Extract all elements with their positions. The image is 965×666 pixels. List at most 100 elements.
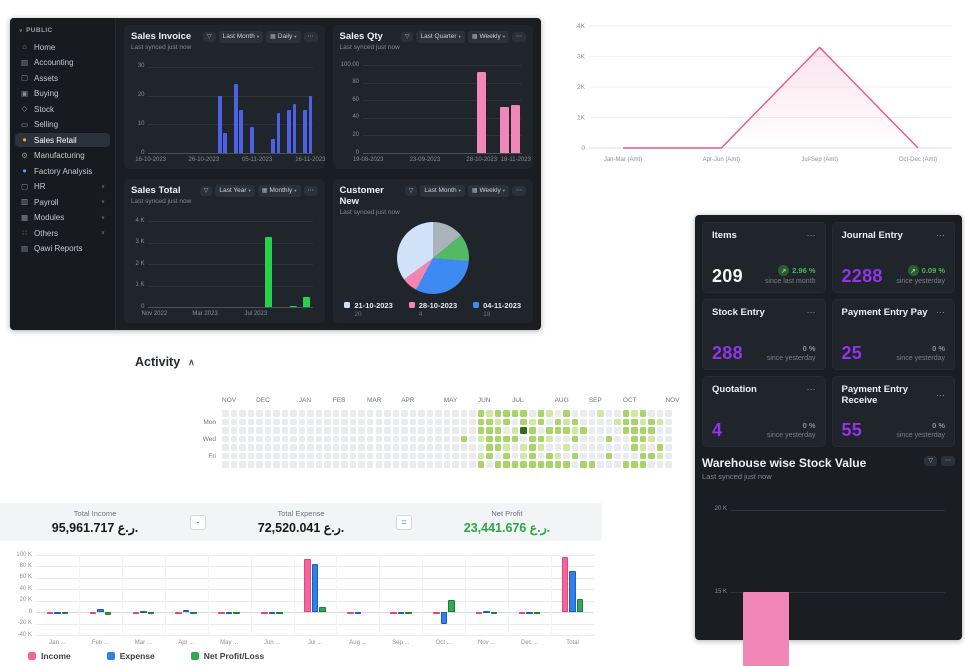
range-filter-button[interactable]: Last Month ▾ xyxy=(420,185,465,197)
frequency-filter-button[interactable]: ▦ Weekly ▾ xyxy=(467,31,509,43)
sidebar-item-others[interactable]: ∷ Others ∨ xyxy=(15,226,110,240)
heatmap-cell xyxy=(222,452,229,460)
sidebar-item-factory-analysis[interactable]: ● Factory Analysis xyxy=(15,164,110,178)
erp-dashboard-panel: ∨ PUBLIC ⌂ Home ▤ Accounting ▢ Assets ▣ Buying ◇… xyxy=(10,18,541,330)
heatmap-cell xyxy=(273,452,280,460)
sidebar-item-qawi-reports[interactable]: ▤ Qawi Reports xyxy=(15,242,110,256)
frequency-filter-button[interactable]: ▦ Weekly ▾ xyxy=(467,185,509,197)
filter-funnel-button[interactable]: ▽ xyxy=(924,456,937,466)
frequency-filter-label: Weekly xyxy=(479,187,501,194)
sidebar-item-payroll[interactable]: ▥ Payroll ∨ xyxy=(15,195,110,209)
heatmap-cell xyxy=(537,444,545,451)
card-menu-button[interactable]: ⋯ xyxy=(936,230,945,240)
heatmap-cell xyxy=(392,452,400,460)
x-axis-tick-label: Oct ... xyxy=(435,640,452,646)
ellipsis-icon: ⋯ xyxy=(516,33,522,40)
heatmap-cell xyxy=(631,427,638,434)
chevron-up-icon[interactable]: ∧ xyxy=(188,356,195,367)
sidebar-item-manufacturing[interactable]: ⚙ Manufacturing xyxy=(15,149,110,163)
sidebar-item-assets[interactable]: ▢ Assets xyxy=(15,71,110,85)
sidebar-item-label: Sales Retail xyxy=(34,135,77,145)
sidebar-item-hr[interactable]: ▢ HR ∨ xyxy=(15,180,110,194)
sales-retail-icon: ● xyxy=(22,135,27,145)
range-filter-button[interactable]: Last Quarter ▾ xyxy=(416,31,465,43)
filter-funnel-button[interactable]: ▽ xyxy=(400,31,414,42)
bar xyxy=(265,237,273,307)
card-menu-button[interactable]: ⋯ xyxy=(303,31,318,42)
sidebar-group-public[interactable]: ∨ PUBLIC xyxy=(15,25,110,40)
minus-operator-button[interactable]: - xyxy=(190,514,206,530)
heatmap-cell xyxy=(443,418,451,426)
card-menu-button[interactable]: ⋯ xyxy=(936,389,945,400)
warehouse-stock-section: Warehouse wise Stock Value Last synced j… xyxy=(702,456,955,666)
card-menu-button[interactable]: ⋯ xyxy=(512,31,526,42)
sidebar-item-accounting[interactable]: ▤ Accounting xyxy=(15,56,110,70)
heatmap-cell xyxy=(418,461,425,468)
chevron-down-icon: ▾ xyxy=(294,188,297,194)
heatmap-cell xyxy=(256,410,263,417)
heatmap-cell xyxy=(443,444,451,451)
sidebar-item-sales-retail[interactable]: ● Sales Retail xyxy=(15,133,110,147)
y-axis-tick-label: 0 xyxy=(355,149,359,156)
heatmap-cell xyxy=(665,427,672,434)
heatmap-cell xyxy=(622,452,630,460)
heatmap-cell xyxy=(597,435,604,443)
heatmap-cell xyxy=(665,418,672,426)
card-menu-button[interactable]: ⋯ xyxy=(806,307,816,317)
heatmap-month-label: AUG xyxy=(554,397,569,404)
frequency-filter-button[interactable]: ▦ Daily ▾ xyxy=(266,31,301,43)
heatmap-cell xyxy=(239,410,246,417)
heatmap-cell xyxy=(648,452,655,460)
heatmap-cell xyxy=(375,461,383,468)
card-menu-button[interactable]: ⋯ xyxy=(806,230,816,240)
heatmap-cell xyxy=(656,435,664,443)
sidebar-item-home[interactable]: ⌂ Home xyxy=(15,40,110,54)
chevron-down-icon: ∨ xyxy=(100,199,105,205)
sidebar-item-stock[interactable]: ◇ Stock xyxy=(15,102,110,116)
card-menu-button[interactable]: ⋯ xyxy=(303,185,318,196)
heatmap-cell xyxy=(290,410,297,417)
sidebar-item-selling[interactable]: ▭ Selling xyxy=(15,118,110,132)
bar-income xyxy=(132,611,140,614)
bar-net-profit-loss xyxy=(448,600,455,613)
trend-up-icon: ↗ xyxy=(778,265,790,276)
stat-delta-value: 0 % xyxy=(932,344,945,353)
heatmap-cell xyxy=(332,418,340,426)
card-menu-button[interactable]: ⋯ xyxy=(512,185,526,196)
heatmap-cell xyxy=(384,435,391,443)
frequency-filter-button[interactable]: ▦ Monthly ▾ xyxy=(257,185,301,197)
heatmap-cell xyxy=(503,418,510,426)
filter-funnel-button[interactable]: ▽ xyxy=(203,31,216,42)
bar-income xyxy=(261,611,268,614)
bar xyxy=(287,109,291,153)
heatmap-cell xyxy=(247,418,255,426)
pie-legend-item: 04-11-2023 18 xyxy=(473,301,521,318)
heatmap-cell xyxy=(529,444,536,451)
heatmap-cell xyxy=(494,452,502,460)
heatmap-cell xyxy=(605,452,613,460)
range-filter-button[interactable]: Last Month ▾ xyxy=(218,31,264,43)
heatmap-cell xyxy=(332,461,340,468)
heatmap-cell xyxy=(588,410,596,417)
heatmap-cell xyxy=(435,444,442,451)
heatmap-cell xyxy=(452,427,459,434)
chevron-down-icon: ∨ xyxy=(19,27,24,34)
range-filter-button[interactable]: Last Year ▾ xyxy=(215,185,255,197)
heatmap-cell xyxy=(392,435,400,443)
net-profit-block: Net Profit 23,441.676 ر.ع. xyxy=(412,509,602,535)
heatmap-cell xyxy=(443,452,451,460)
sidebar-item-modules[interactable]: ▦ Modules ∨ xyxy=(15,211,110,225)
filter-funnel-button[interactable]: ▽ xyxy=(404,185,418,196)
heatmap-cell xyxy=(639,461,647,468)
equals-operator-button[interactable]: = xyxy=(396,514,412,530)
card-menu-button[interactable]: ⋯ xyxy=(936,307,945,317)
filter-funnel-button[interactable]: ▽ xyxy=(199,185,213,196)
heatmap-cell xyxy=(494,418,502,426)
x-axis-tick-label: Apr ... xyxy=(178,640,195,646)
card-menu-button[interactable]: ⋯ xyxy=(806,384,816,394)
heatmap-cell xyxy=(247,452,255,460)
gridline xyxy=(148,66,313,68)
stat-card-stock-entry: Stock Entry ⋯ 288 0 % since yesterday xyxy=(702,299,826,370)
sidebar-item-buying[interactable]: ▣ Buying xyxy=(15,87,110,101)
card-menu-button[interactable]: ⋯ xyxy=(941,456,955,466)
